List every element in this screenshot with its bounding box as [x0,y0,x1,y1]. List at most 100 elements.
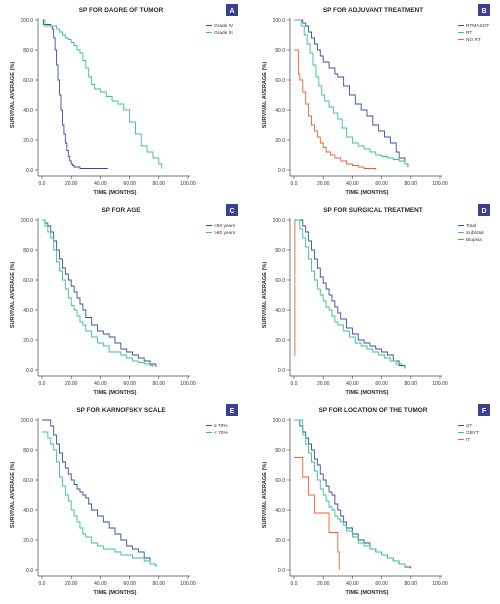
y-tick-label: 100.0 [272,418,285,424]
x-tick-label: 60.00 [375,181,388,187]
y-tick-label: 80.0 [275,448,285,454]
x-tick-label: 80.00 [153,581,166,587]
legend-label: ST [466,423,472,429]
y-tick-label: 0.0 [278,368,285,374]
panel-badge [226,404,238,416]
legend-label: ≥ 70% [214,423,228,429]
y-axis-label: SURVIVAL AVERAGE (%) [262,462,268,529]
y-tick-label: 80.0 [275,248,285,254]
y-tick-label: 100.0 [20,18,33,24]
y-tick-label: 20.0 [23,538,33,544]
y-tick-label: 0.0 [26,368,33,374]
x-tick-label: 80.00 [153,381,166,387]
y-tick-label: 40.0 [275,308,285,314]
x-tick-label: 40.00 [346,381,359,387]
y-tick-label: 100.0 [20,418,33,424]
series-line-0 [42,19,108,169]
series-line-2 [294,220,296,356]
y-tick-label: 20.0 [23,338,33,344]
panel-badge [226,204,238,216]
x-axis-label: TIME (MONTHS) [346,390,389,396]
x-tick-label: 0.0 [291,381,298,387]
y-axis-label: SURVIVAL AVERAGE (%) [262,62,268,129]
panel-badge-label: B [481,8,486,15]
y-tick-label: 60.0 [23,278,33,284]
y-axis-label: SURVIVAL AVERAGE (%) [10,262,16,329]
series-line-1 [294,419,406,567]
y-tick-label: 0.0 [278,168,285,174]
y-tick-label: 40.0 [275,108,285,114]
x-tick-label: 0.0 [39,381,46,387]
x-tick-label: 0.0 [39,181,46,187]
x-axis-label: TIME (MONTHS) [94,590,137,596]
y-tick-label: 60.0 [275,78,285,84]
chart-panel-c: SP FOR AGE C0.0 20.00 40.00 60.00 80.00 100.00… [10,204,238,396]
legend-label: <60 years [214,223,236,229]
y-axis-label: SURVIVAL AVERAGE (%) [10,62,16,129]
chart-title: SP FOR LOCATION OF THE TUMOR [319,407,428,414]
y-tick-label: 80.0 [23,48,33,54]
series-line-1 [42,219,154,367]
legend-label: GBYT [466,430,479,436]
x-tick-label: 80.00 [405,581,418,587]
panel-badge-label: A [229,8,234,15]
chart-title: SP FOR AGE [101,207,141,214]
chart-title: SP FOR SURGICAL TREATMENT [323,207,423,214]
panel-badge-label: C [229,208,234,215]
panel-badge [478,204,490,216]
x-axis-label: TIME (MONTHS) [94,390,137,396]
panel-badge-label: D [481,208,486,215]
chart-title: SP FOR ADJUVANT TREATMENT [323,7,423,14]
x-axis-label: TIME (MONTHS) [346,190,389,196]
series-line-1 [42,431,157,567]
x-tick-label: 20.00 [65,581,78,587]
x-tick-label: 20.00 [65,181,78,187]
y-tick-label: 100.0 [272,18,285,24]
x-tick-label: 40.00 [346,581,359,587]
series-line-0 [42,219,157,367]
y-tick-label: 40.0 [23,108,33,114]
y-tick-label: 60.0 [23,478,33,484]
panel-badge-label: E [230,408,235,415]
chart-panel-e: SP FOR KARNOFSKY SCALE E 0.0 20.00 40.00 60.0… [10,404,238,596]
chart-panel-b: SP FOR ADJUVANT TREATMENT B 0.0 20.00 40.00 6… [262,4,490,196]
series-line-2 [294,49,377,170]
x-tick-label: 80.00 [153,181,166,187]
x-tick-label: 80.00 [405,381,418,387]
panel-badge [478,4,490,16]
x-tick-label: 60.00 [375,381,388,387]
chart-panel-d: SP FOR SURGICAL TREATMENT D 0.0 20.00 40.00 6… [262,204,490,396]
series-line-2 [294,457,340,570]
y-tick-label: 0.0 [26,568,33,574]
x-tick-label: 100.00 [432,381,448,387]
y-tick-label: 0.0 [26,168,33,174]
y-tick-label: 100.0 [20,218,33,224]
x-tick-label: 60.00 [123,581,136,587]
x-tick-label: 100.00 [180,581,196,587]
legend-label: Grade IV [214,23,234,29]
x-tick-label: 40.00 [94,381,107,387]
y-tick-label: 80.0 [23,248,33,254]
series-line-0 [42,419,157,567]
x-tick-label: 60.00 [123,381,136,387]
legend-label: RTMASOT [466,23,489,29]
y-tick-label: 100.0 [272,218,285,224]
x-tick-label: 0.0 [291,181,298,187]
legend-label: NO RT [466,37,481,43]
x-tick-label: 40.00 [94,581,107,587]
panel-badge [226,4,238,16]
x-tick-label: 100.00 [432,181,448,187]
x-tick-label: 100.00 [432,581,448,587]
legend-label: IT [466,437,470,443]
y-tick-label: 60.0 [275,478,285,484]
y-axis-label: SURVIVAL AVERAGE (%) [10,462,16,529]
series-line-1 [42,19,163,169]
x-tick-label: 20.00 [317,181,330,187]
series-line-0 [294,219,406,369]
chart-panel-a: SP FOR DAGRE OF TUMOR A0.0 20.00 40.00 60.00… [10,4,238,196]
chart-title: SP FOR DAGRE OF TUMOR [79,7,164,14]
x-tick-label: 100.00 [180,181,196,187]
series-line-1 [294,219,403,367]
legend-label: Subtotal [466,230,484,236]
x-tick-label: 40.00 [94,181,107,187]
